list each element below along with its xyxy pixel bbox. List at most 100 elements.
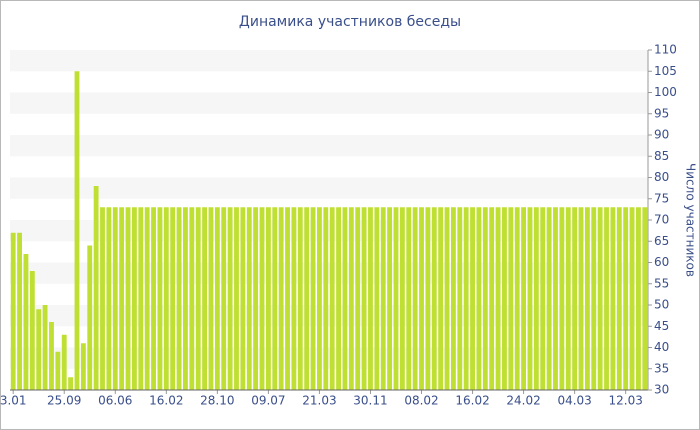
bar bbox=[508, 207, 514, 390]
bar bbox=[138, 207, 144, 390]
bar bbox=[565, 207, 571, 390]
bar bbox=[227, 207, 233, 390]
bar bbox=[642, 207, 648, 390]
x-tick-label: 21.03 bbox=[302, 394, 336, 408]
bar bbox=[49, 322, 54, 390]
bar bbox=[10, 232, 16, 390]
bar bbox=[527, 207, 533, 390]
y-tick-label: 50 bbox=[654, 298, 669, 312]
bar bbox=[297, 207, 303, 390]
bar bbox=[553, 207, 558, 390]
x-tick-label: 28.10 bbox=[200, 394, 234, 408]
bar bbox=[55, 351, 61, 390]
y-tick-label: 80 bbox=[654, 170, 669, 184]
bar bbox=[74, 71, 80, 390]
bar bbox=[100, 207, 105, 390]
bar bbox=[533, 207, 539, 390]
bar bbox=[163, 207, 169, 390]
bar bbox=[151, 207, 156, 390]
grid-band bbox=[10, 135, 648, 157]
bar bbox=[336, 207, 341, 390]
bar bbox=[195, 207, 201, 390]
bar bbox=[131, 207, 137, 390]
bar bbox=[616, 207, 622, 390]
bar bbox=[591, 207, 597, 390]
x-tick-label: 24.02 bbox=[506, 394, 540, 408]
bar bbox=[495, 207, 501, 390]
bar bbox=[272, 207, 278, 390]
bar bbox=[202, 207, 208, 390]
bar bbox=[36, 309, 42, 390]
x-tick-label: 06.06 bbox=[98, 394, 132, 408]
bar bbox=[355, 207, 361, 390]
chart-title: Динамика участников беседы bbox=[239, 14, 461, 30]
y-tick-label: 100 bbox=[654, 85, 677, 99]
bar bbox=[157, 207, 163, 390]
y-tick-label: 90 bbox=[654, 128, 669, 142]
bar bbox=[304, 207, 310, 390]
bar bbox=[285, 207, 290, 390]
grid-band bbox=[10, 347, 648, 369]
y-tick-label: 30 bbox=[654, 383, 669, 397]
bar bbox=[425, 207, 431, 390]
y-tick-label: 65 bbox=[654, 234, 669, 248]
bar bbox=[208, 207, 214, 390]
x-tick-label: 16.02 bbox=[455, 394, 489, 408]
bar bbox=[463, 207, 469, 390]
bar bbox=[221, 207, 227, 390]
bar bbox=[559, 207, 565, 390]
bar bbox=[540, 207, 546, 390]
y-tick-label: 75 bbox=[654, 191, 669, 205]
bar bbox=[119, 207, 125, 390]
bar bbox=[412, 207, 418, 390]
x-tick-label: 30.11 bbox=[353, 394, 387, 408]
bar bbox=[380, 207, 386, 390]
grid-band bbox=[10, 177, 648, 199]
bar bbox=[438, 207, 444, 390]
bar bbox=[476, 207, 482, 390]
y-tick-label: 85 bbox=[654, 149, 669, 163]
bar bbox=[399, 207, 405, 390]
bar bbox=[317, 207, 322, 390]
bar bbox=[348, 207, 354, 390]
bar bbox=[176, 207, 182, 390]
grid-band bbox=[10, 50, 648, 72]
bar bbox=[291, 207, 297, 390]
bar bbox=[87, 245, 93, 390]
x-tick-label: 08.02 bbox=[404, 394, 438, 408]
bar bbox=[112, 207, 118, 390]
bar bbox=[17, 232, 22, 390]
bar bbox=[406, 207, 412, 390]
x-tick-label: 16.02 bbox=[149, 394, 183, 408]
y-tick-label: 110 bbox=[654, 43, 677, 57]
bar bbox=[444, 207, 450, 390]
bar bbox=[470, 207, 475, 390]
bar bbox=[368, 207, 373, 390]
bar bbox=[572, 207, 578, 390]
bar bbox=[482, 207, 488, 390]
bar bbox=[546, 207, 552, 390]
bar bbox=[597, 207, 603, 390]
bar bbox=[578, 207, 584, 390]
bar bbox=[323, 207, 329, 390]
bar bbox=[23, 254, 29, 390]
bar bbox=[361, 207, 367, 390]
bar bbox=[93, 186, 99, 390]
bar bbox=[240, 207, 246, 390]
y-tick-label: 40 bbox=[654, 340, 669, 354]
grid-band bbox=[10, 220, 648, 242]
bar bbox=[61, 334, 67, 390]
bar bbox=[80, 343, 86, 390]
bar bbox=[259, 207, 265, 390]
bar bbox=[278, 207, 284, 390]
bar bbox=[450, 207, 456, 390]
bar bbox=[246, 207, 252, 390]
x-tick-label: 25.09 bbox=[47, 394, 81, 408]
y-axis-label: Число участников bbox=[684, 163, 698, 277]
bar bbox=[584, 207, 590, 390]
bar bbox=[189, 207, 195, 390]
bar bbox=[521, 207, 527, 390]
x-tick-label: 04.03 bbox=[557, 394, 591, 408]
grid-band bbox=[10, 305, 648, 327]
